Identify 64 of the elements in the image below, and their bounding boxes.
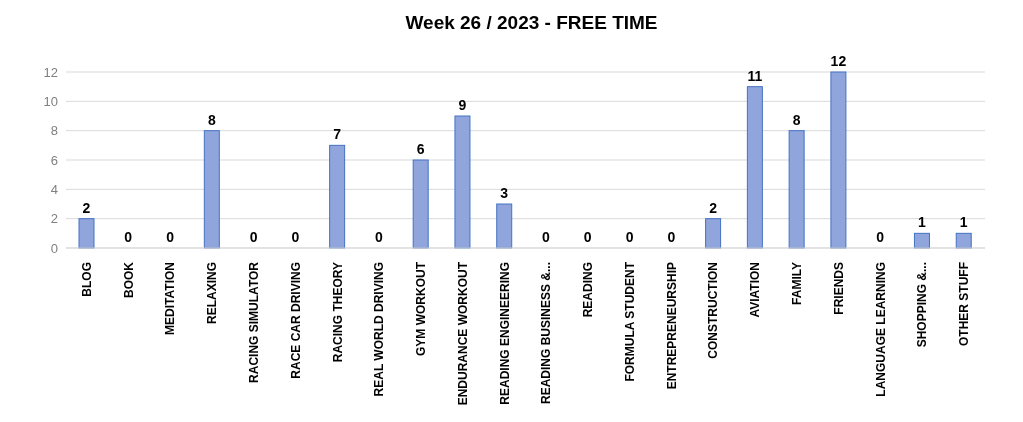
bar [203,130,220,249]
x-tick-label: READING [581,262,596,318]
data-label: 2 [82,199,91,216]
x-tick-label: RACE CAR DRIVING [288,262,303,379]
data-label: 1 [959,214,968,231]
data-label: 9 [458,97,467,113]
data-label: 3 [500,185,509,201]
data-label: 8 [792,111,801,128]
data-label: 0 [124,229,133,245]
x-tick-label: RACING SIMULATOR [246,261,261,383]
bar [496,203,513,249]
x-tick-label: BOOK [121,261,136,298]
bar [78,218,95,249]
x-tick-label: GYM WORKOUT [414,261,429,356]
data-label: 11 [747,67,763,84]
data-label: 0 [249,229,258,245]
bar [705,218,722,249]
bar [830,71,847,249]
data-label: 6 [416,141,425,157]
bar [746,86,763,249]
data-label: 0 [667,229,676,245]
chart-title: Week 26 / 2023 - FREE TIME [404,11,659,35]
y-tick-label: 0 [50,240,58,256]
bar [329,144,346,249]
bar [454,115,471,249]
x-tick-label: RACING THEORY [330,262,345,363]
x-tick-label: READING BUSINESS &... [539,262,554,405]
x-tick-label: ENTREPRENEURSHIP [664,262,679,390]
x-tick-label: ENDURANCE WORKOUT [455,261,470,406]
x-tick-label: OTHER STUFF [957,262,972,346]
y-tick-label: 10 [43,93,58,109]
data-label: 12 [830,53,847,69]
data-label: 0 [583,229,592,245]
bar [788,130,805,249]
bar [913,232,930,249]
x-tick-label: MEDITATION [163,262,178,335]
x-tick-label: FORMULA STUDENT [622,261,637,382]
x-tick-label: SHOPPING &... [915,262,930,348]
x-tick-label: CONSTRUCTION [706,262,721,359]
bar [955,232,972,249]
x-tick-label: LANGUAGE LEARNING [873,262,888,397]
y-tick-label: 2 [50,211,58,227]
data-label: 0 [625,229,634,245]
x-tick-label: FAMILY [790,262,805,305]
data-label: 0 [166,229,175,245]
data-label: 8 [207,111,216,128]
y-tick-label: 4 [50,181,58,197]
x-tick-label: FRIENDS [831,262,846,315]
data-label: 0 [876,229,885,245]
x-tick-label: BLOG [79,262,94,297]
data-label: 0 [542,229,551,245]
bar [412,159,429,249]
x-tick-label: AVIATION [748,262,763,318]
data-label: 2 [709,199,718,216]
data-label: 0 [291,229,300,245]
x-tick-label: REAL WORLD DRIVING [372,262,387,397]
data-label: 0 [375,229,384,245]
y-tick-label: 6 [50,152,58,168]
y-tick-label: 12 [43,64,58,80]
data-label: 7 [333,126,342,143]
x-tick-label: READING ENGINEERING [497,262,512,405]
data-label: 1 [918,214,927,231]
y-tick-label: 8 [50,123,58,139]
x-tick-label: RELAXING [205,262,220,325]
